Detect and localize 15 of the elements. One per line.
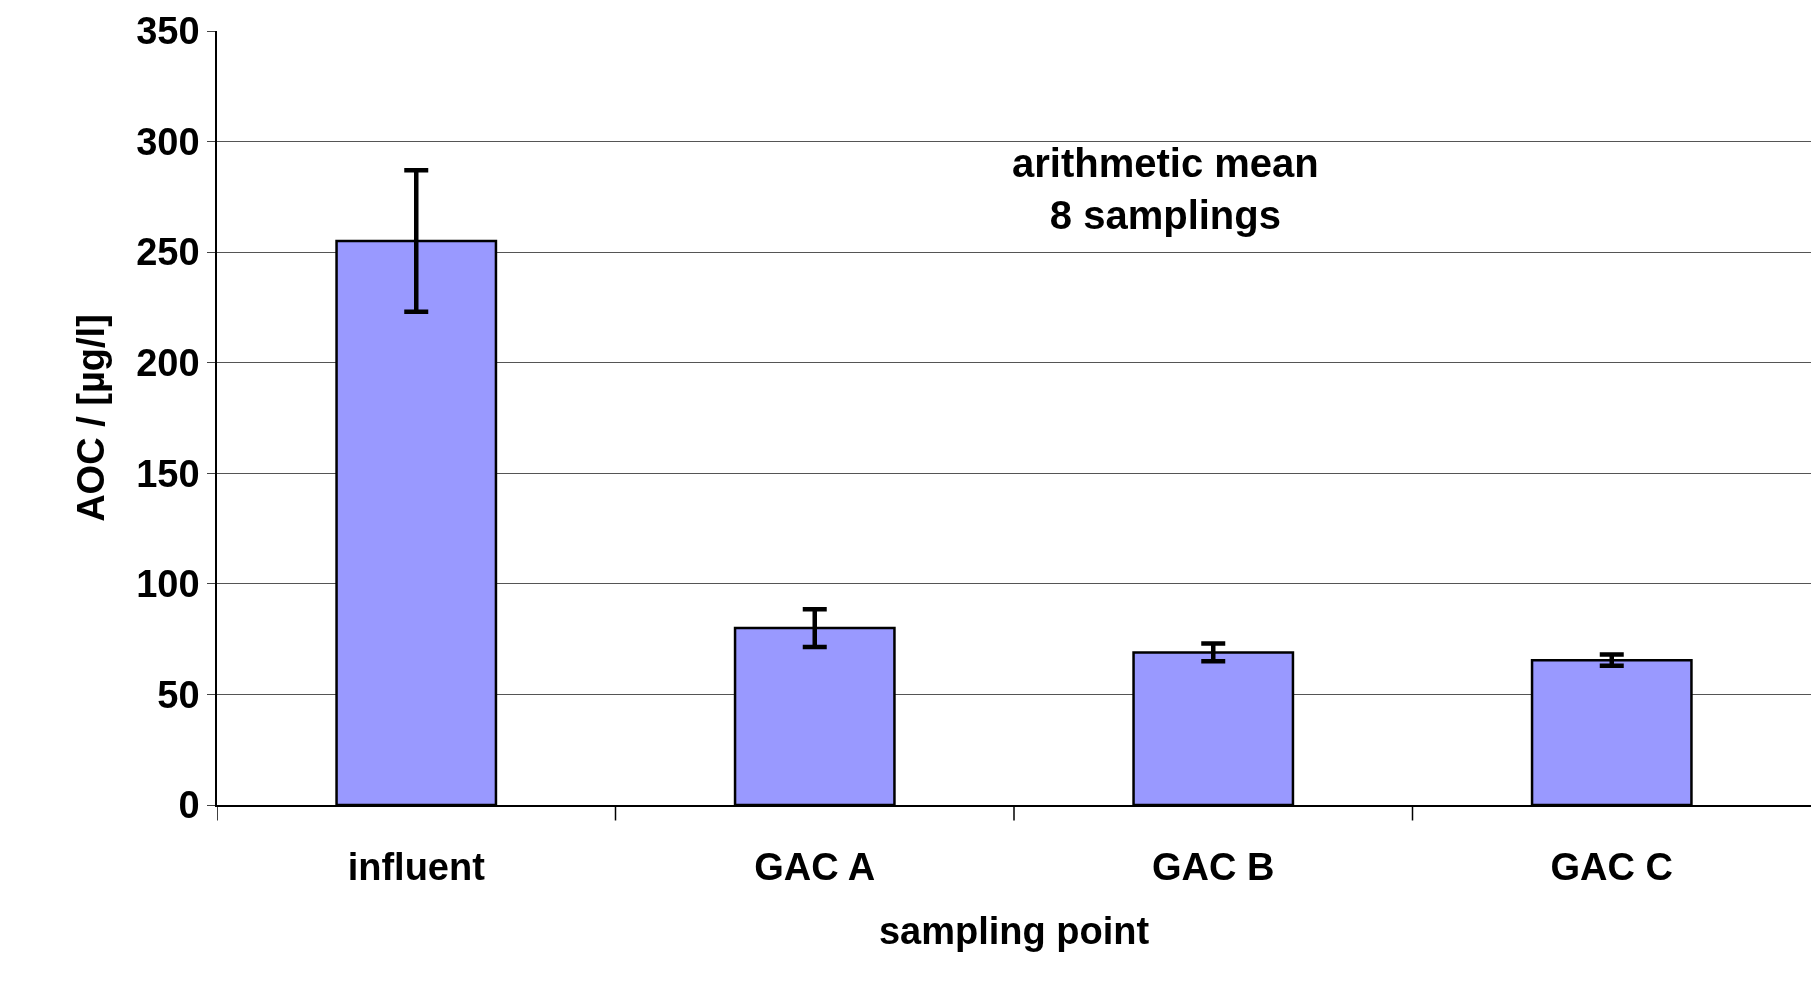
y-tick-label: 0	[178, 784, 200, 827]
y-tick-label: 50	[157, 673, 200, 716]
x-tick-label: GAC B	[1152, 846, 1275, 889]
y-tick-label: 200	[136, 342, 200, 385]
y-tick-label: 250	[136, 231, 200, 274]
y-tick-label: 150	[136, 452, 200, 495]
x-tick-label: influent	[347, 846, 486, 889]
y-tick-label: 300	[136, 120, 200, 163]
y-tick-label: 100	[136, 563, 200, 606]
x-tick-label: GAC C	[1550, 846, 1673, 889]
y-axis-title: AOC / [µg/l]	[69, 314, 112, 522]
x-axis-title: sampling point	[878, 909, 1150, 952]
annotation: arithmetic mean 8 samplings	[1012, 141, 1319, 237]
x-tick-label: GAC A	[754, 846, 876, 889]
y-tick-label: 350	[136, 10, 200, 53]
